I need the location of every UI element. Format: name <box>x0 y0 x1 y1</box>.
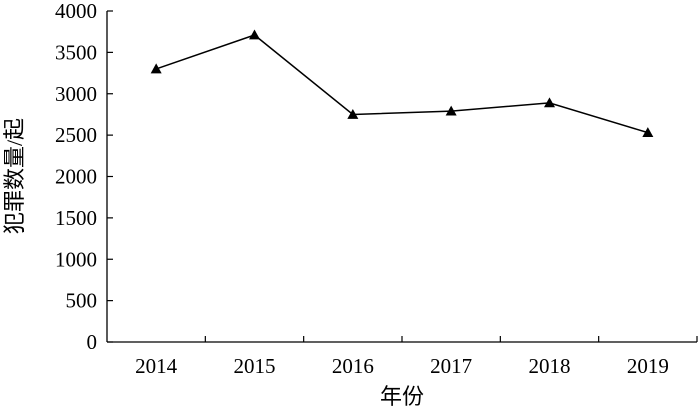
y-tick-label: 3500 <box>55 40 97 64</box>
data-point-marker <box>544 97 555 108</box>
y-tick-label: 1000 <box>55 247 97 271</box>
y-tick-label: 2500 <box>55 123 97 147</box>
series-line <box>155 34 649 134</box>
y-tick-label: 0 <box>87 330 98 354</box>
x-ticks: 2014 2015 2016 2017 2018 2019 <box>135 336 698 378</box>
x-tick-label: 2014 <box>135 354 178 378</box>
x-tick-label: 2015 <box>234 354 276 378</box>
x-axis: 2014 2015 2016 2017 2018 2019 <box>107 336 698 378</box>
y-ticks: 0 500 1000 1500 2000 2500 3000 3500 4000 <box>55 0 113 354</box>
x-tick-label: 2018 <box>529 354 571 378</box>
y-tick-label: 1500 <box>55 206 97 230</box>
data-point-marker <box>445 105 457 116</box>
y-axis-title: 犯罪数量/起 <box>2 118 27 234</box>
y-tick-label: 2000 <box>55 165 97 189</box>
x-tick-label: 2017 <box>430 354 472 378</box>
data-point-marker <box>249 29 260 40</box>
y-tick-label: 3000 <box>55 82 97 106</box>
data-point-marker <box>642 127 654 138</box>
x-tick-label: 2016 <box>332 354 374 378</box>
data-point-marker <box>150 63 162 74</box>
data-point-marker <box>347 108 359 119</box>
y-axis: 0 500 1000 1500 2000 2500 3000 3500 4000 <box>55 0 113 354</box>
x-axis-title: 年份 <box>380 384 424 409</box>
y-tick-label: 500 <box>66 289 98 313</box>
y-tick-label: 4000 <box>55 0 97 23</box>
x-tick-label: 2019 <box>627 354 669 378</box>
plot-area <box>150 29 654 138</box>
